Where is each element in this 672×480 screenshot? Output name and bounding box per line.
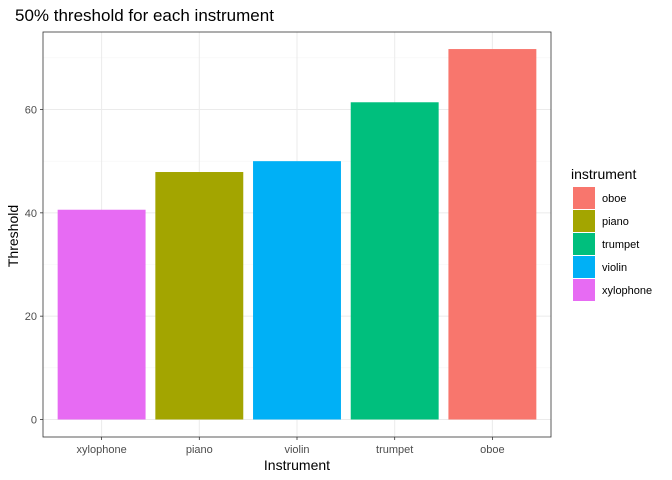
legend: instrument oboe piano trumpet violin xylopho… (571, 166, 652, 301)
bar-piano (155, 172, 244, 420)
x-tick-label-violin: violin (284, 444, 309, 456)
bar-violin (253, 161, 341, 420)
legend-key-violin (573, 256, 595, 278)
x-axis-title: Instrument (264, 457, 330, 473)
y-tick-label: 20 (25, 311, 37, 323)
legend-label-oboe: oboe (602, 193, 626, 205)
bar-xylophone (57, 209, 146, 420)
y-axis-title: Threshold (5, 205, 21, 267)
legend-key-piano (573, 210, 595, 232)
legend-key-xylophone (573, 279, 595, 301)
plot-panel: 0 20 40 60 xylophone piano violin trumpet oboe (25, 31, 552, 456)
legend-label-violin: violin (602, 262, 627, 274)
bar-trumpet (350, 102, 439, 420)
bar-oboe (448, 49, 537, 420)
y-tick-label: 0 (31, 415, 37, 427)
x-tick-label-piano: piano (186, 444, 213, 456)
x-tick-label-trumpet: trumpet (376, 444, 413, 456)
x-tick-label-xylophone: xylophone (77, 444, 127, 456)
chart-title: 50% threshold for each instrument (15, 6, 274, 25)
legend-key-oboe (573, 187, 595, 209)
legend-label-xylophone: xylophone (602, 285, 652, 297)
x-tick-label-oboe: oboe (480, 444, 504, 456)
legend-title: instrument (571, 166, 636, 182)
legend-label-piano: piano (602, 216, 629, 228)
panel-border (42, 31, 552, 438)
y-tick-label: 40 (25, 208, 37, 220)
legend-key-trumpet (573, 233, 595, 255)
y-tick-label: 60 (25, 105, 37, 117)
legend-label-trumpet: trumpet (602, 239, 639, 251)
